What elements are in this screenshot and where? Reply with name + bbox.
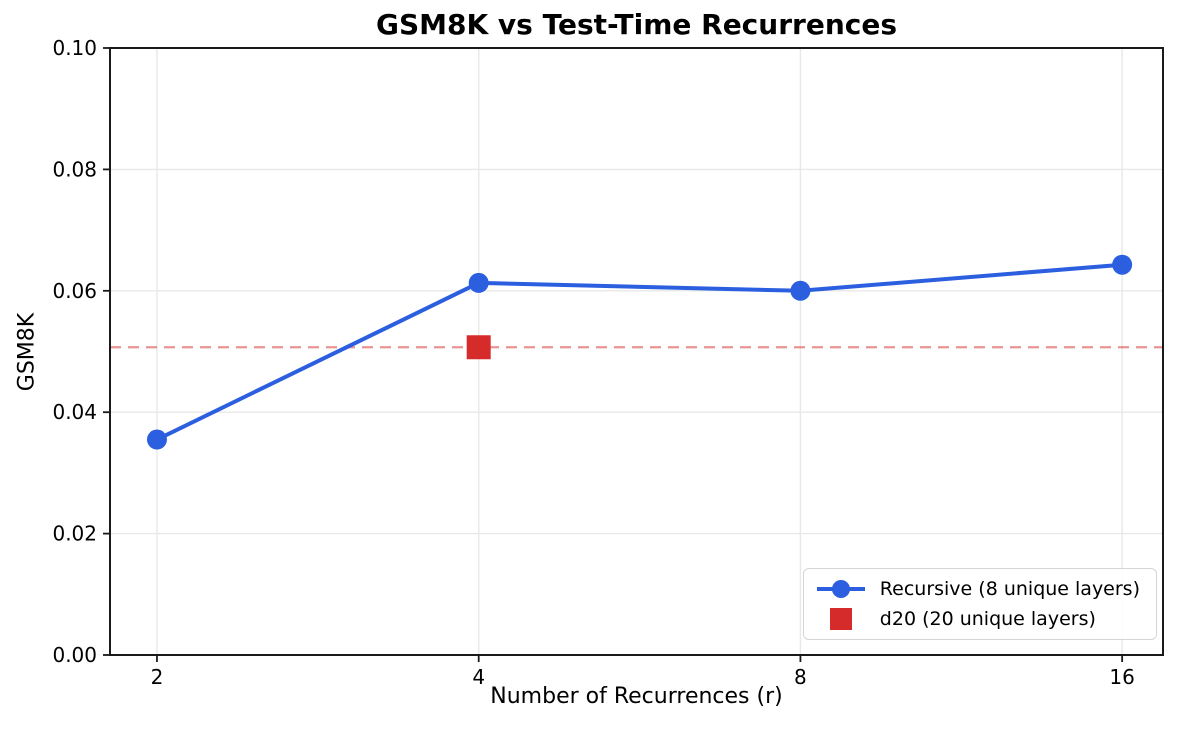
x-tick-label: 4	[472, 665, 485, 689]
y-tick-label: 0.04	[52, 400, 97, 424]
axes-spines	[109, 47, 1164, 656]
d20-square-marker-icon	[816, 607, 866, 631]
recursive-data-point	[468, 272, 489, 293]
x-tick-label: 2	[151, 665, 164, 689]
recursive-line-marker-icon	[816, 577, 866, 601]
legend-label-d20: d20 (20 unique layers)	[879, 608, 1096, 630]
x-axis-label: Number of Recurrences (r)	[490, 684, 783, 709]
y-tick-label: 0.10	[52, 36, 97, 60]
y-tick-label: 0.02	[52, 522, 97, 546]
legend-item-d20: d20 (20 unique layers)	[816, 607, 1140, 631]
recursive-data-point	[146, 429, 167, 450]
chart-title: GSM8K vs Test-Time Recurrences	[375, 8, 898, 41]
x-tick-label: 8	[794, 665, 807, 689]
y-tick-label: 0.00	[52, 643, 97, 667]
recursive-series-line	[156, 262, 1123, 442]
y-axis-label: GSM8K	[14, 312, 40, 392]
y-tick-label: 0.08	[52, 157, 97, 181]
recursive-data-point	[790, 280, 811, 301]
legend-label-recursive: Recursive (8 unique layers)	[879, 578, 1140, 600]
legend: Recursive (8 unique layers) d20 (20 uniq…	[802, 568, 1157, 640]
recursive-data-point	[1112, 254, 1133, 275]
legend-item-recursive: Recursive (8 unique layers)	[816, 577, 1140, 601]
d20-data-point	[466, 335, 491, 360]
x-tick-label: 16	[1109, 665, 1134, 689]
y-tick-label: 0.06	[52, 279, 97, 303]
